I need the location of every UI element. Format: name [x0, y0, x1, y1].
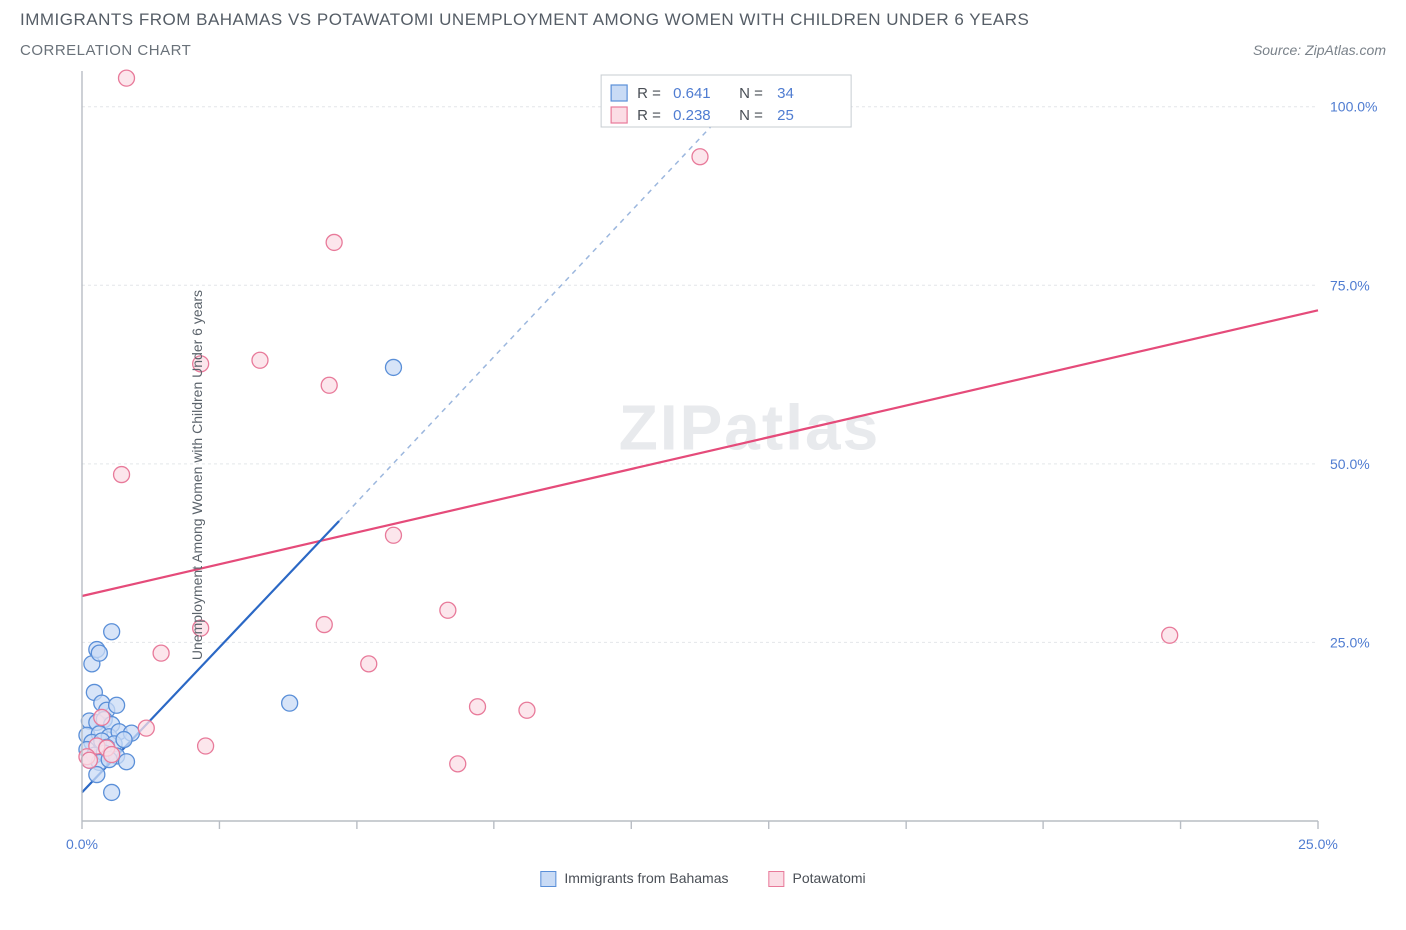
svg-text:R =: R =: [637, 107, 661, 124]
svg-text:25.0%: 25.0%: [1330, 634, 1370, 650]
svg-text:R =: R =: [637, 85, 661, 102]
svg-text:0.641: 0.641: [673, 85, 711, 102]
source-label: Source: ZipAtlas.com: [1253, 42, 1386, 58]
subtitle-row: CORRELATION CHART Source: ZipAtlas.com: [20, 42, 1386, 59]
legend-item: Immigrants from Bahamas: [540, 870, 728, 887]
svg-text:25: 25: [777, 107, 794, 124]
svg-text:0.238: 0.238: [673, 107, 711, 124]
legend-item: Potawatomi: [769, 870, 866, 887]
chart-subtitle: CORRELATION CHART: [20, 42, 191, 59]
scatter-chart: 25.0% 50.0% 75.0% 100.0% ZIPatlas 0.0% 25.0% R …: [20, 65, 1386, 885]
svg-text:75.0%: 75.0%: [1330, 277, 1370, 293]
svg-text:N =: N =: [739, 85, 763, 102]
legend-swatch: [769, 871, 785, 887]
svg-text:25.0%: 25.0%: [1298, 836, 1338, 852]
chart-container: Unemployment Among Women with Children U…: [20, 65, 1386, 885]
svg-text:50.0%: 50.0%: [1330, 456, 1370, 472]
svg-text:N =: N =: [739, 107, 763, 124]
chart-title: IMMIGRANTS FROM BAHAMAS VS POTAWATOMI UN…: [20, 10, 1386, 30]
svg-text:34: 34: [777, 85, 794, 102]
svg-text:0.0%: 0.0%: [66, 836, 98, 852]
legend-swatch: [540, 871, 556, 887]
y-axis-label: Unemployment Among Women with Children U…: [189, 290, 205, 660]
svg-text:ZIPatlas: ZIPatlas: [619, 392, 880, 464]
svg-text:100.0%: 100.0%: [1330, 99, 1377, 115]
series-legend: Immigrants from Bahamas Potawatomi: [540, 870, 865, 887]
